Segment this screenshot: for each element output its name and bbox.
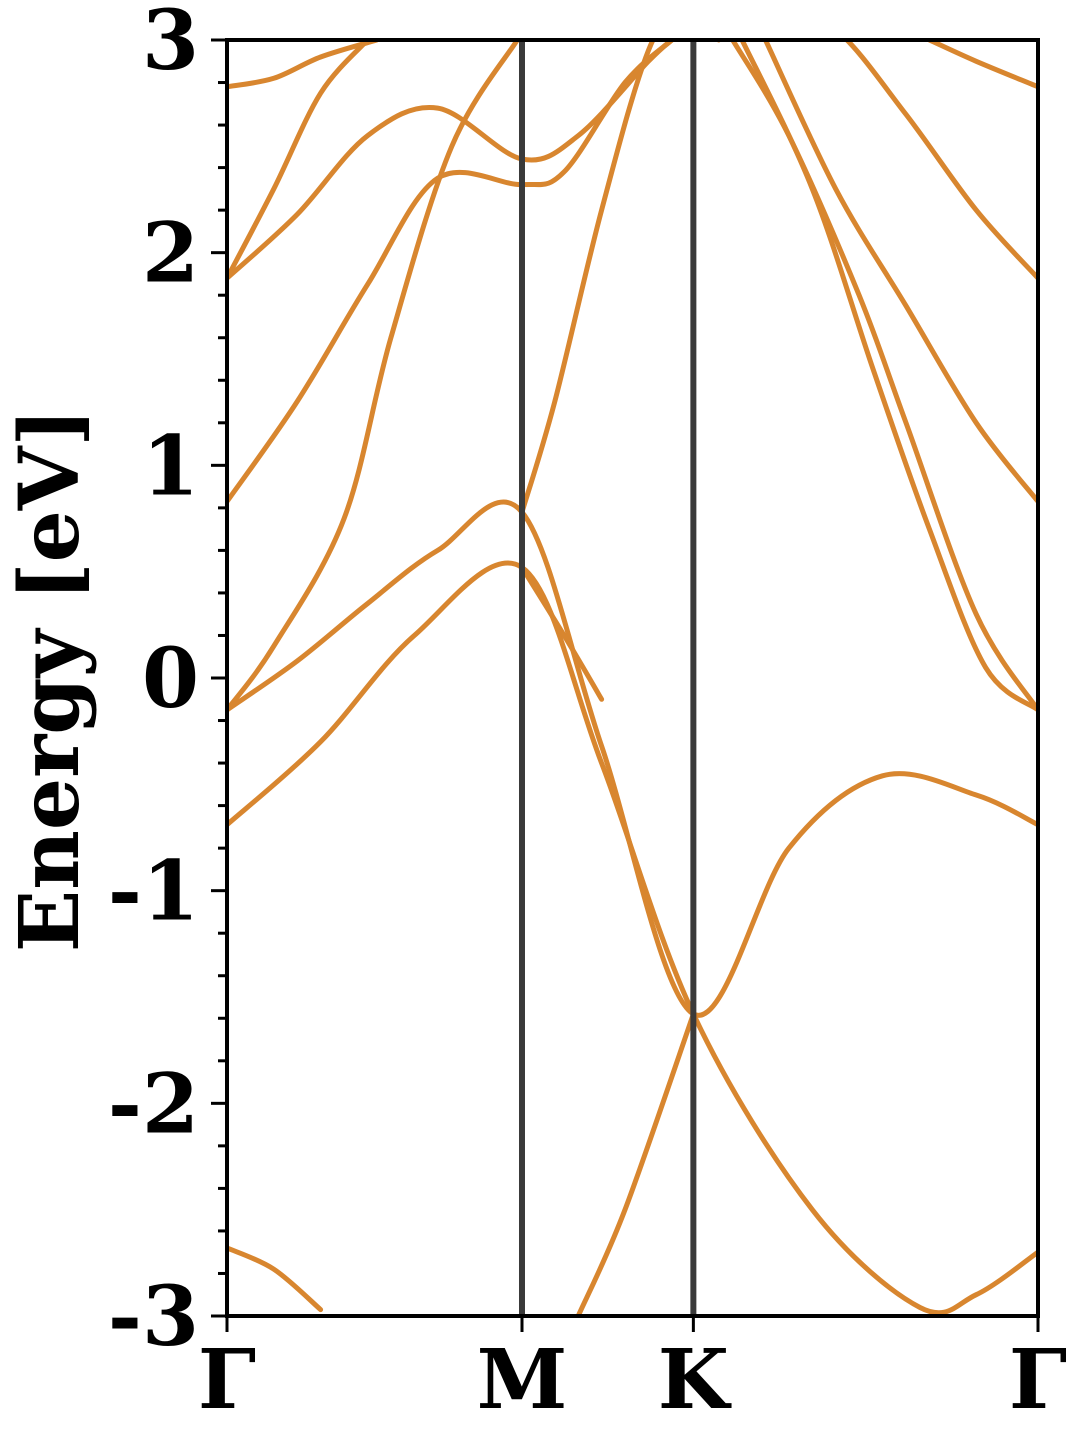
- band-line-16: [227, 1245, 324, 1313]
- band-line-2: [227, 499, 1038, 1018]
- band-line-13: [716, 40, 1038, 281]
- plot-frame: [225, 38, 1040, 1318]
- y-axis-ticks: [211, 38, 1040, 1332]
- band-line-4: [730, 40, 1038, 713]
- band-lines: [227, 40, 1038, 1316]
- band-line-11: [575, 1011, 696, 1316]
- y-tick-label: 1: [142, 418, 199, 514]
- kpoint-label-4: Γ: [1009, 1332, 1067, 1428]
- band-line-8: [227, 40, 370, 281]
- y-tick-label: 0: [142, 631, 199, 727]
- y-tick-label: 3: [142, 0, 199, 89]
- kpoint-label-2: M: [477, 1332, 568, 1428]
- band-line-7: [227, 40, 675, 281]
- y-axis-label: Energy [eV]: [2, 408, 98, 952]
- y-tick-label: 2: [142, 206, 199, 302]
- band-line-12: [763, 40, 1038, 504]
- kpoint-label-3: K: [658, 1332, 732, 1428]
- band-line-5: [739, 40, 1038, 713]
- band-line-1: [227, 560, 1038, 1316]
- band-line-9: [519, 40, 656, 515]
- high-symmetry-dividers: [518, 40, 697, 1316]
- band-line-3: [227, 40, 520, 713]
- y-tick-labels: 3 2 1 0 -1 -2 -3: [108, 0, 199, 1365]
- kpoint-label-1: Γ: [198, 1332, 256, 1428]
- y-tick-label: -2: [108, 1056, 199, 1152]
- band-line-15: [227, 40, 380, 90]
- y-tick-label: -1: [108, 844, 199, 940]
- y-tick-label: -3: [108, 1269, 199, 1365]
- band-line-10: [519, 564, 605, 702]
- band-line-14: [926, 40, 1038, 90]
